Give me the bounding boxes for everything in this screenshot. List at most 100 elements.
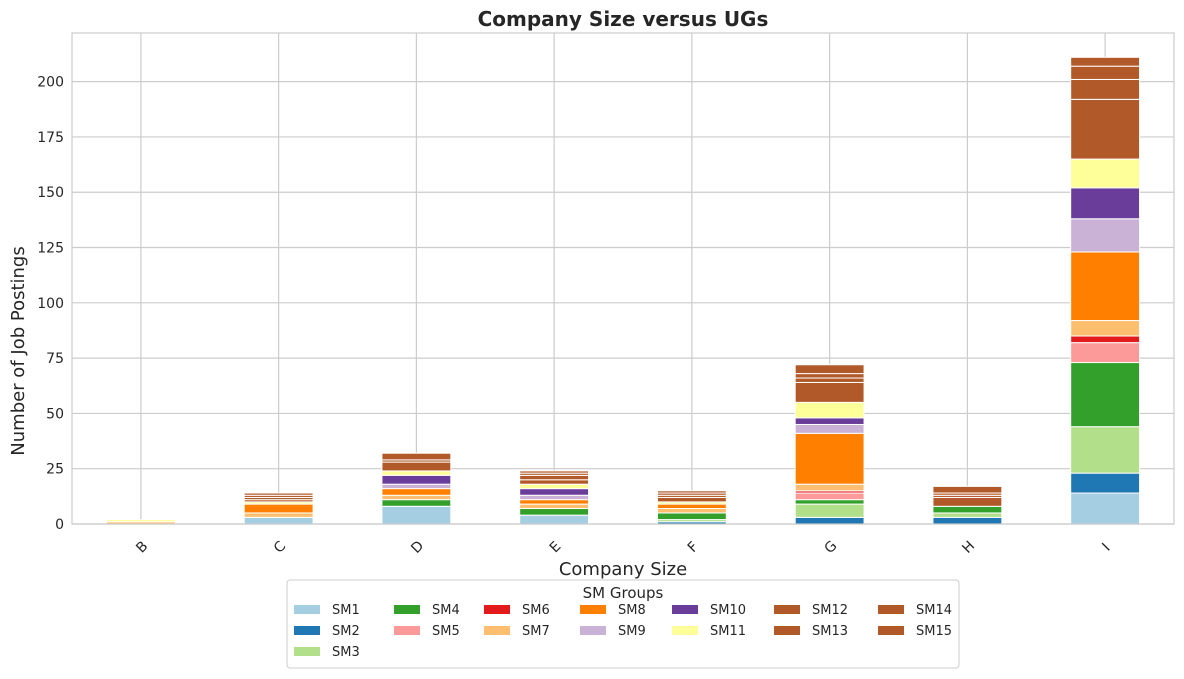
y-tick-label: 100	[37, 296, 64, 312]
bar-segment: SM2 G: 3	[794, 516, 865, 525]
bar-segment: SM4 E: 3	[519, 508, 590, 516]
legend-label: SM8	[618, 603, 646, 618]
bar-segment: SM15 G: 4	[794, 364, 865, 375]
legend-label: SM9	[618, 624, 646, 639]
bar-segment: SM15 D: 3	[381, 452, 452, 461]
bar-segment: SM6 I: 3	[1070, 335, 1141, 344]
legend-label: SM10	[710, 603, 746, 618]
legend-swatch	[484, 626, 510, 635]
legend: SM Groups SM1 SM2 SM3 SM4 SM5 SM6 SM7 SM8 SM9 SM1…	[286, 579, 960, 669]
x-tick-labels: B C D E F G H I	[133, 538, 1113, 557]
bar-segment: SM15 I: 4	[1070, 56, 1141, 67]
legend-swatch	[774, 605, 800, 614]
bar-segment: SM8 G: 23	[794, 432, 865, 485]
bar-segment: SM3 H: 2	[932, 512, 1003, 518]
legend-swatch	[580, 626, 606, 635]
y-tick-labels: 0 25 50 75 100 125 150 175 200	[37, 75, 64, 533]
legend-swatch	[878, 605, 904, 614]
legend-label: SM6	[522, 603, 550, 618]
bar-segment: SM1 D: 8	[381, 505, 452, 525]
bar-segment: SM13 I: 9	[1070, 78, 1141, 100]
legend-swatch	[580, 605, 606, 614]
bar-segment: SM5 I: 9	[1070, 342, 1141, 364]
y-tick-label: 25	[46, 462, 64, 478]
bar-segment: SM8 E: 2	[519, 499, 590, 505]
bar-segment: SM9 G: 4	[794, 423, 865, 434]
plot-frame	[71, 32, 1175, 525]
bar-segment: SM2 I: 9	[1070, 472, 1141, 494]
legend-box	[286, 579, 960, 669]
legend-swatch	[394, 626, 420, 635]
legend-swatch	[294, 626, 320, 635]
legend-label: SM3	[332, 645, 360, 660]
bar-segment: SM7 C: 2	[243, 512, 314, 518]
x-tick-label: F	[685, 539, 702, 556]
y-tick-label: 75	[46, 351, 64, 367]
bar-segment: SM10 I: 14	[1070, 187, 1141, 220]
bar-segment: SM12 G: 9	[794, 381, 865, 403]
bar-segment: SM10 E: 3	[519, 488, 590, 496]
bar-segment: SM8 D: 3	[381, 488, 452, 496]
legend-swatch	[294, 605, 320, 614]
bar-segment: SM15 F: 1	[656, 490, 727, 494]
bar-segment: SM8 I: 31	[1070, 251, 1141, 322]
bar-segment: SM7 I: 7	[1070, 320, 1141, 337]
bar-segment: SM12 F: 2	[656, 496, 727, 503]
bar-segment: SM12 D: 4	[381, 461, 452, 472]
chart-title: Company Size versus UGs	[478, 7, 769, 31]
legend-label: SM5	[432, 624, 460, 639]
y-tick-label: 175	[37, 130, 64, 146]
legend-label: SM7	[522, 624, 550, 639]
x-tick-label: B	[133, 538, 151, 556]
bar-segment: SM7 D: 2	[381, 494, 452, 501]
legend-title: SM Groups	[583, 584, 664, 602]
bar-segment: SM14 G: 2	[794, 373, 865, 379]
bar-segment: SM4 G: 2	[794, 499, 865, 505]
x-tick-label: C	[271, 538, 289, 556]
y-tick-label: 50	[46, 406, 64, 422]
legend-swatch	[294, 647, 320, 656]
bar-segment: SM10 G: 3	[794, 417, 865, 425]
legend-swatch	[878, 626, 904, 635]
bar-segment: SM12 I: 27	[1070, 98, 1141, 160]
legend-swatch	[672, 626, 698, 635]
bar-segment: SM7 G: 3	[794, 483, 865, 492]
legend-swatch	[774, 626, 800, 635]
bar-segment: SM11 G: 7	[794, 401, 865, 419]
bar-segment: SM1 E: 4	[519, 514, 590, 525]
bar-segment: SM9 E: 2	[519, 494, 590, 501]
y-tick-label: 125	[37, 241, 64, 257]
y-tick-label: 0	[55, 517, 64, 533]
bar-segment: SM15 C: 1	[243, 492, 314, 496]
y-axis-label: Number of Job Postings	[8, 246, 29, 455]
bar-segment: SM3 G: 6	[794, 503, 865, 518]
legend-label: SM11	[710, 624, 746, 639]
bar-segment: SM15 H: 3	[932, 485, 1003, 494]
legend-label: SM14	[916, 603, 952, 618]
x-tick-label: I	[1099, 540, 1113, 554]
bar-segment: SM14 I: 6	[1070, 65, 1141, 80]
bar-segment: SM1 C: 3	[243, 516, 314, 525]
legend-label: SM4	[432, 603, 460, 618]
bar-segment: SM4 F: 3	[656, 512, 727, 521]
bar-segment: SM7 E: 2	[519, 503, 590, 510]
bar-segment: SM13 G: 2	[794, 377, 865, 383]
grid	[72, 33, 1174, 525]
bar-segment: SM4 H: 3	[932, 505, 1003, 514]
bar-segment: SM4 D: 3	[381, 499, 452, 507]
bar-segment: SM11 E: 2	[519, 483, 590, 490]
x-tick-label: E	[547, 539, 565, 557]
x-tick-label: D	[408, 538, 427, 557]
legend-swatch	[672, 605, 698, 614]
bar-segment: SM12 E: 2	[519, 479, 590, 485]
bar-segment: SM2 H: 3	[932, 516, 1003, 525]
bar-segment: SM5 G: 3	[794, 492, 865, 501]
bar-segment: SM11 D: 2	[381, 470, 452, 476]
y-tick-label: 200	[37, 75, 64, 91]
bar-segment: SM1 I: 14	[1070, 492, 1141, 525]
x-tick-label: G	[822, 538, 841, 557]
bar-segment: SM8 F: 2	[656, 503, 727, 510]
x-axis-label: Company Size	[559, 559, 687, 580]
